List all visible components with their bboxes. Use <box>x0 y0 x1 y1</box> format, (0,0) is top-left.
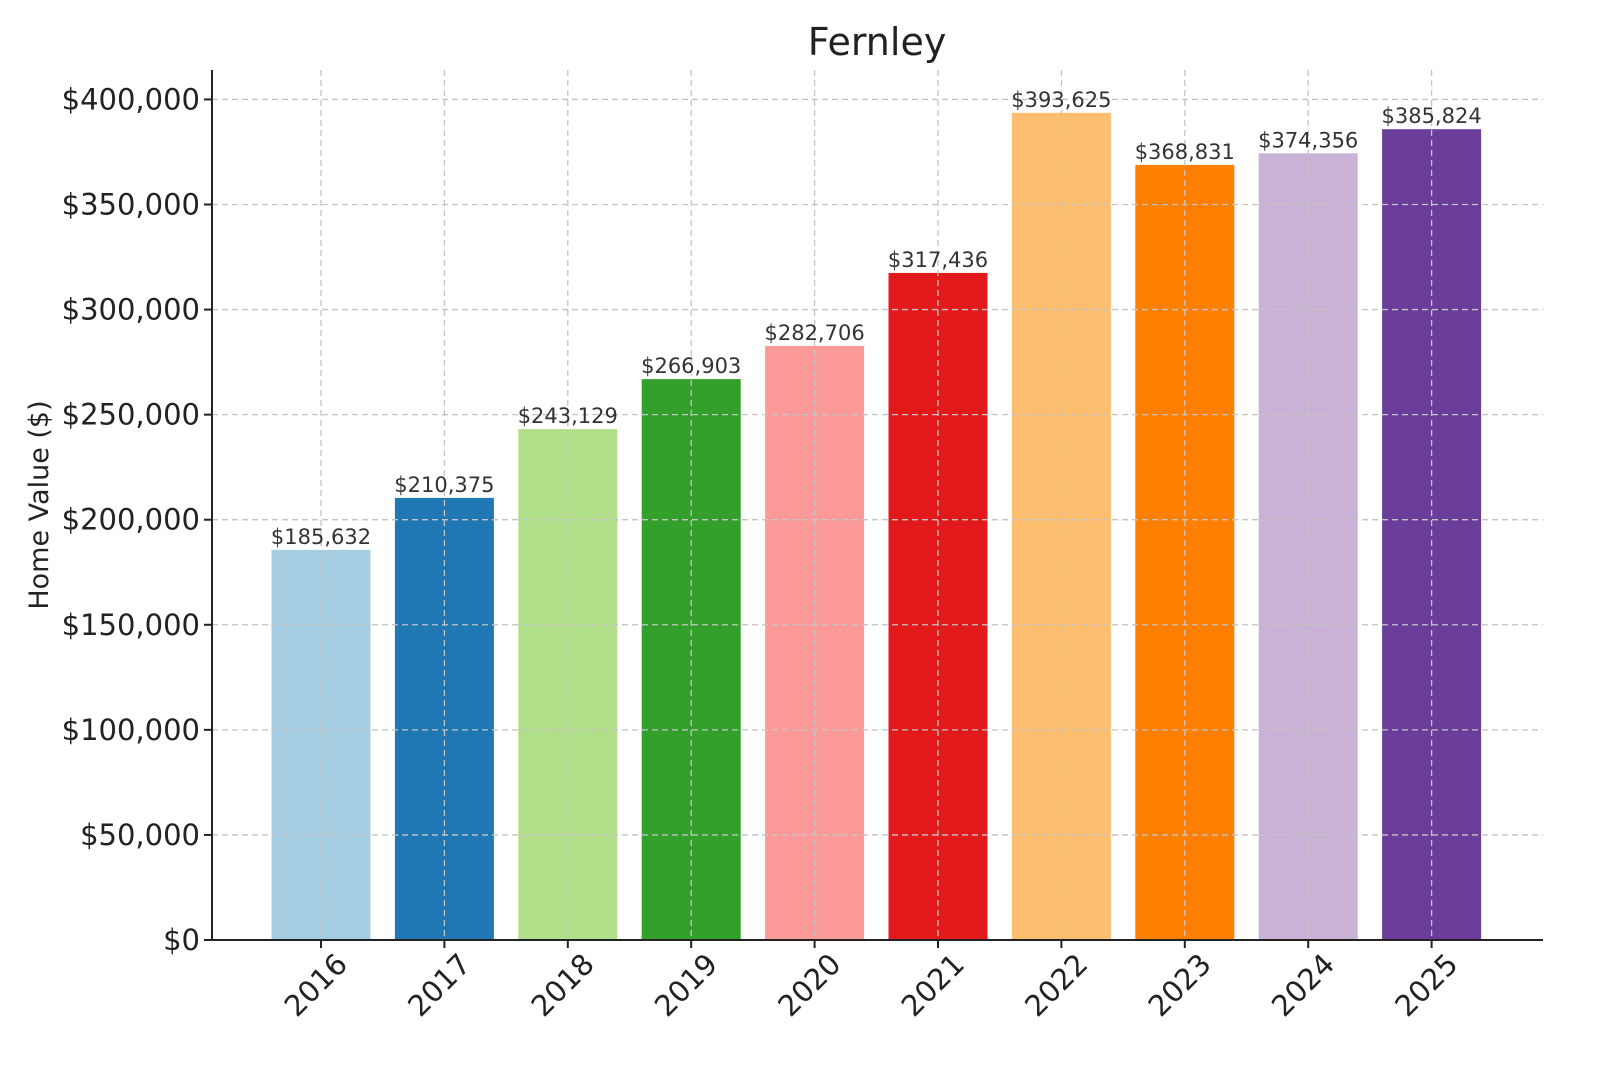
y-tick-label: $350,000 <box>62 187 200 221</box>
bar-value-label: $368,831 <box>1135 140 1235 164</box>
x-axis-ticks: 2016 2017 2018 2019 2020 2021 2022 2023 2024 2025 <box>278 940 1465 1023</box>
axes <box>211 70 1543 941</box>
x-tick-label: 2019 <box>648 947 724 1023</box>
x-tick-label: 2020 <box>771 947 847 1023</box>
y-axis-ticks: $0 $50,000 $100,000 $150,000 $200,000 $250,00… <box>62 82 212 957</box>
y-tick-label: $400,000 <box>62 82 200 116</box>
y-tick-label: $0 <box>163 923 200 957</box>
bar-value-label: $374,356 <box>1258 128 1358 152</box>
y-tick-label: $250,000 <box>62 398 200 432</box>
x-tick-label: 2023 <box>1142 947 1218 1023</box>
x-tick-label: 2017 <box>401 947 477 1023</box>
x-tick-label: 2025 <box>1388 947 1464 1023</box>
x-tick-label: 2016 <box>278 947 354 1023</box>
bars <box>271 112 1482 941</box>
x-tick-label: 2024 <box>1265 947 1341 1023</box>
x-tick-label: 2022 <box>1018 947 1094 1023</box>
y-tick-label: $100,000 <box>62 713 200 747</box>
y-tick-label: $300,000 <box>62 293 200 327</box>
bar-value-label: $317,436 <box>888 248 988 272</box>
bar-value-label: $210,375 <box>394 473 494 497</box>
y-tick-label: $200,000 <box>62 503 200 537</box>
bar-value-label: $185,632 <box>271 525 371 549</box>
bar-value-label: $282,706 <box>764 321 864 345</box>
bar-value-label: $266,903 <box>641 354 741 378</box>
bar-value-label: $385,824 <box>1381 104 1481 128</box>
y-tick-label: $150,000 <box>62 608 200 642</box>
y-tick-label: $50,000 <box>80 818 200 852</box>
bar-value-label: $243,129 <box>518 404 618 428</box>
bar-value-labels: $185,632 $210,375 $243,129 $266,903 $282,706… <box>271 88 1482 549</box>
y-axis-label: Home Value ($) <box>24 400 55 609</box>
x-tick-label: 2021 <box>895 947 971 1023</box>
x-tick-label: 2018 <box>525 947 601 1023</box>
bar-value-label: $393,625 <box>1011 88 1111 112</box>
chart-title: Fernley <box>808 20 947 64</box>
gridlines <box>212 70 1543 940</box>
